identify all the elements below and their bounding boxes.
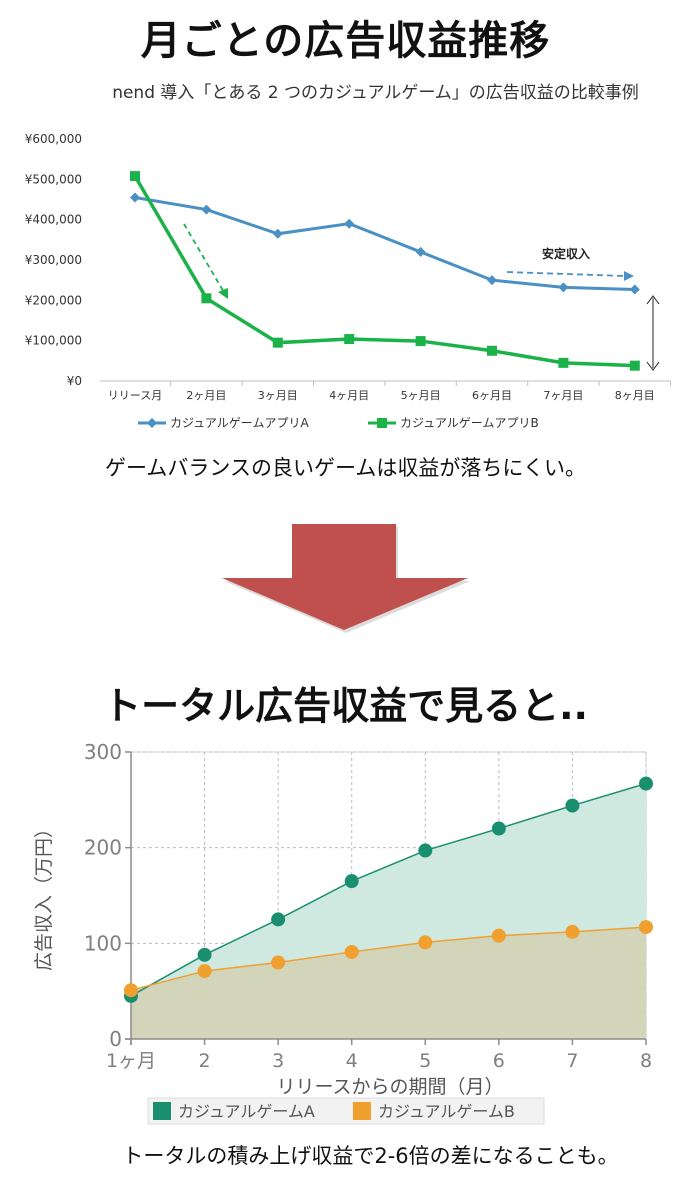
x-tick-label: 3ヶ月目 [258, 389, 298, 402]
legend: カジュアルゲームアプリA カジュアルゲームアプリB [138, 416, 539, 430]
x-tick-label: 6 [493, 1050, 505, 1072]
y-tick-label: 300 [84, 740, 122, 764]
gap-arrow-bottom [646, 361, 660, 371]
data-point-b [271, 955, 286, 970]
y-tick-label: ¥300,000 [25, 253, 82, 267]
data-point-b [639, 920, 653, 935]
data-point-a [344, 218, 355, 229]
legend-swatch [353, 1102, 371, 1120]
x-tick-label: 8 [640, 1050, 652, 1072]
data-point-a [344, 874, 359, 889]
data-point-a [491, 821, 506, 836]
data-point-b [344, 944, 359, 959]
x-tick-label: 5ヶ月目 [401, 389, 441, 402]
data-point-a [565, 798, 580, 813]
data-point-a [197, 947, 212, 962]
stable-income-label: 安定収入 [542, 246, 590, 261]
data-point-b [201, 293, 212, 304]
y-tick-label: ¥500,000 [25, 172, 82, 186]
data-point-b [415, 336, 426, 347]
legend-marker [377, 418, 387, 428]
data-point-a [418, 843, 433, 858]
stable-arrow-line [506, 271, 626, 277]
data-point-a [629, 284, 640, 295]
chart2-title: トータル広告収益で見ると.. [103, 684, 588, 728]
x-tick-label: 4 [346, 1050, 358, 1072]
x-tick-label: 7ヶ月目 [543, 389, 583, 402]
axes: 0 100 200 300 1ヶ月 2 3 4 5 6 7 8 リリースからの期間（月） 広告収入（万円） [33, 740, 652, 1098]
chart2-caption: トータルの積み上げ収益で2-6倍の差になることも。 [122, 1144, 619, 1168]
y-tick-label: 100 [84, 931, 122, 955]
y-tick-label: ¥600,000 [25, 132, 82, 146]
x-tick-label: 2 [199, 1050, 211, 1072]
legend-marker [147, 418, 157, 428]
series-line-b [133, 175, 635, 368]
data-point-b [124, 983, 138, 998]
legend-box [147, 1097, 545, 1125]
legend-label: カジュアルゲームB [378, 1102, 515, 1121]
x-tick-label: 7 [566, 1050, 578, 1072]
legend-label: カジュアルゲームアプリB [400, 416, 539, 430]
x-axis-title: リリースからの期間（月） [276, 1076, 503, 1098]
data-point-a [201, 204, 212, 215]
y-tick-label: 0 [109, 1027, 122, 1051]
down-arrow [222, 524, 470, 633]
down-arrow-shape [222, 524, 468, 630]
chart1-caption: ゲームバランスの良いゲームは収益が落ちにくい。 [105, 456, 586, 480]
x-tick-label: 2ヶ月目 [186, 389, 226, 402]
cumulative-revenue-chart: 0 100 200 300 1ヶ月 2 3 4 5 6 7 8 リリースからの期間（月） 広告収入（万円）… [33, 740, 653, 1125]
data-point-b [272, 337, 283, 348]
stable-arrow-head [624, 271, 634, 281]
y-tick-label: 200 [84, 836, 122, 860]
data-point-a [415, 246, 426, 257]
data-point-b [344, 334, 355, 345]
x-axis: リリース月 2ヶ月目 3ヶ月目 4ヶ月目 5ヶ月目 6ヶ月目 7ヶ月目 8ヶ月目 [108, 381, 671, 402]
series-layer [124, 776, 653, 1003]
x-tick-label: 6ヶ月目 [472, 389, 512, 402]
data-point-b [565, 924, 580, 939]
series-line-a [130, 782, 647, 997]
chart1-title: 月ごとの広告収益推移 [140, 18, 551, 64]
x-tick-label: リリース月 [108, 389, 162, 402]
y-tick-label: ¥400,000 [25, 213, 82, 227]
y-tick-label: ¥100,000 [25, 334, 82, 348]
series-line-a [134, 196, 635, 291]
drop-arrow-head [218, 288, 228, 299]
data-point-b [130, 171, 140, 182]
x-tick-label: 8ヶ月目 [615, 389, 655, 402]
data-point-a [558, 282, 569, 293]
area-b [131, 927, 646, 1039]
x-tick-label: 5 [419, 1050, 431, 1072]
data-point-b [558, 357, 569, 368]
drop-arrow-line [183, 223, 226, 295]
data-point-b [629, 360, 640, 371]
area-layer [131, 783, 646, 1039]
chart1-subtitle: nend 導入「とある 2 つのカジュアルゲーム」の広告収益の比較事例 [112, 83, 639, 103]
x-tick-label: 1ヶ月 [106, 1050, 156, 1072]
data-point-a [639, 776, 653, 791]
legend-label: カジュアルゲームA [178, 1102, 315, 1121]
data-point-b [491, 928, 506, 943]
series-line-b [130, 926, 647, 991]
legend-label: カジュアルゲームアプリA [170, 416, 309, 430]
data-point-a [272, 228, 283, 239]
data-point-b [197, 964, 212, 979]
x-tick-label: 3 [272, 1050, 284, 1072]
legend-swatch [153, 1102, 171, 1120]
y-tick-label: ¥200,000 [25, 293, 82, 307]
data-point-a [130, 192, 140, 203]
legend: カジュアルゲームA カジュアルゲームB [147, 1097, 545, 1125]
y-axis: ¥0 ¥100,000 ¥200,000 ¥300,000 ¥400,000 ¥500,0… [25, 132, 82, 388]
data-point-a [487, 275, 497, 286]
series-layer [130, 171, 640, 371]
y-axis-title: 広告収入（万円） [33, 819, 55, 971]
gap-arrow-top [646, 295, 660, 305]
y-tick-label: ¥0 [67, 374, 82, 388]
x-tick-label: 4ヶ月目 [329, 389, 369, 402]
data-point-a [271, 912, 286, 927]
data-point-b [418, 935, 433, 950]
monthly-revenue-chart: ¥0 ¥100,000 ¥200,000 ¥300,000 ¥400,000 ¥500,0… [25, 132, 671, 430]
data-point-b [487, 345, 497, 356]
